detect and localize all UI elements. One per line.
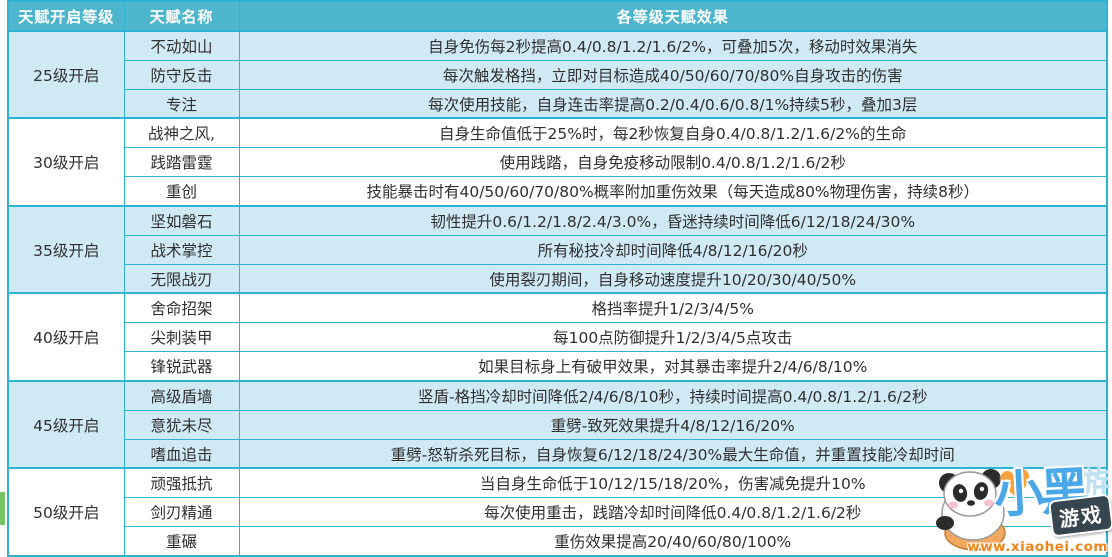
header-effect: 各等级天赋效果 (238, 0, 1108, 32)
table-row: 专注 每次使用技能，自身连击率提高0.2/0.4/0.6/0.8/1%持续5秒，… (8, 88, 1108, 119)
talent-effect-cell: 每次触发格挡，立即对目标造成40/50/60/70/80%自身攻击的伤害 (238, 59, 1108, 90)
header-row: 天赋开启等级 天赋名称 各等级天赋效果 (7, 0, 1108, 32)
talent-effect-cell: 竖盾-格挡冷却时间降低2/4/6/8/10秒，持续时间提高0.4/0.8/1.2… (238, 379, 1108, 411)
talent-effect-cell: 自身生命值低于25%时，每2秒恢复自身0.4/0.8/1.2/1.6/2%的生命 (238, 117, 1108, 149)
talent-name-cell: 无限战刃 (123, 263, 240, 294)
talent-name-cell: 重碾 (123, 526, 240, 557)
talent-effect-cell: 重劈-怒斩杀死目标，自身恢复6/12/18/24/30%最大生命值，并重置技能冷… (238, 438, 1108, 469)
table-row: 30级开启 战神之风, 自身生命值低于25%时，每2秒恢复自身0.4/0.8/1… (7, 117, 1108, 207)
table-row: 重碾 重伤效果提高20/40/60/80/100% (8, 526, 1108, 557)
talent-effect-cell: 每次使用技能，自身连击率提高0.2/0.4/0.6/0.8/1%持续5秒，叠加3… (238, 88, 1108, 119)
talent-name-cell: 战神之风, (123, 117, 240, 149)
table-row: 35级开启 坚如磐石 韧性提升0.6/1.2/1.8/2.4/3.0%，昏迷持续… (7, 204, 1108, 294)
talent-name-cell: 战术掌控 (123, 234, 240, 265)
talent-name-cell: 防守反击 (123, 59, 240, 90)
talent-effect-cell: 使用践踏，自身免疫移动限制0.4/0.8/1.2/1.6/2秒 (238, 147, 1108, 178)
green-row-marker (0, 492, 5, 525)
talent-effect-cell: 自身免伤每2秒提高0.4/0.8/1.2/1.6/2%，可叠加5次，移动时效果消… (238, 29, 1108, 61)
table-row: 锋锐武器 如果目标身上有破甲效果，对其暴击率提升2/4/6/8/10% (8, 351, 1108, 382)
level-cell: 40级开启 (7, 292, 125, 382)
table-row: 40级开启 舍命招架 格挡率提升1/2/3/4/5% (7, 292, 1108, 382)
table-row: 剑刃精通 每次使用重击，践踏冷却时间降低0.4/0.8/1.2/1.6/2秒 (8, 496, 1108, 528)
table-row: 45级开启 高级盾墙 竖盾-格挡冷却时间降低2/4/6/8/10秒，持续时间提高… (7, 379, 1108, 469)
talent-name-cell: 尖刺装甲 (123, 322, 240, 353)
table-row: 50级开启 顽强抵抗 当自身生命低于10/12/15/18/20%，伤害减免提升… (7, 467, 1108, 557)
talent-name-cell: 重创 (123, 176, 240, 207)
talent-effect-cell: 每次使用重击，践踏冷却时间降低0.4/0.8/1.2/1.6/2秒 (238, 496, 1108, 528)
table-row: 重创 技能暴击时有40/50/60/70/80%概率附加重伤效果（每天造成80%… (8, 176, 1108, 207)
talent-name-cell: 舍命招架 (123, 292, 240, 324)
table-row: 意犹未尽 重劈-致死效果提升4/8/12/16/20% (8, 409, 1108, 440)
table-row: 战术掌控 所有秘技冷却时间降低4/8/12/16/20秒 (8, 234, 1108, 265)
talent-name-cell: 嗜血追击 (123, 438, 240, 469)
talent-name-cell: 高级盾墙 (123, 379, 240, 411)
talent-name-cell: 意犹未尽 (123, 409, 240, 440)
level-cell: 25级开启 (7, 29, 125, 119)
talent-effect-cell: 韧性提升0.6/1.2/1.8/2.4/3.0%，昏迷持续时间降低6/12/18… (238, 204, 1108, 236)
level-cell: 35级开启 (7, 204, 125, 294)
talent-name-cell: 顽强抵抗 (123, 467, 240, 499)
table-row: 嗜血追击 重劈-怒斩杀死目标，自身恢复6/12/18/24/30%最大生命值，并… (8, 438, 1108, 469)
talent-name-cell: 践踏雷霆 (123, 147, 240, 178)
table-row: 25级开启 不动如山 自身免伤每2秒提高0.4/0.8/1.2/1.6/2%，可… (7, 29, 1108, 119)
talent-name-cell: 剑刃精通 (123, 496, 240, 528)
talent-name-cell: 坚如磐石 (123, 204, 240, 236)
talent-effect-cell: 技能暴击时有40/50/60/70/80%概率附加重伤效果（每天造成80%物理伤… (238, 176, 1108, 207)
talent-effect-cell: 所有秘技冷却时间降低4/8/12/16/20秒 (238, 234, 1108, 265)
talent-effect-cell: 当自身生命低于10/12/15/18/20%，伤害减免提升10% (238, 467, 1108, 499)
table-row: 无限战刃 使用裂刃期间，自身移动速度提升10/20/30/40/50% (8, 263, 1108, 294)
header-level: 天赋开启等级 (7, 0, 125, 32)
talent-effect-cell: 使用裂刃期间，自身移动速度提升10/20/30/40/50% (238, 263, 1108, 294)
header-name: 天赋名称 (123, 0, 240, 32)
talent-effect-cell: 格挡率提升1/2/3/4/5% (238, 292, 1108, 324)
talent-effect-cell: 重劈-致死效果提升4/8/12/16/20% (238, 409, 1108, 440)
level-cell: 45级开启 (7, 379, 125, 469)
talent-name-cell: 专注 (123, 88, 240, 119)
level-cell: 50级开启 (7, 467, 125, 557)
level-cell: 30级开启 (7, 117, 125, 207)
talent-table: 天赋开启等级 天赋名称 各等级天赋效果 25级开启 不动如山 自身免伤每2秒提高… (7, 0, 1108, 557)
table-row: 防守反击 每次触发格挡，立即对目标造成40/50/60/70/80%自身攻击的伤… (8, 59, 1108, 90)
talent-effect-cell: 如果目标身上有破甲效果，对其暴击率提升2/4/6/8/10% (238, 351, 1108, 382)
talent-name-cell: 不动如山 (123, 29, 240, 61)
talent-name-cell: 锋锐武器 (123, 351, 240, 382)
table-row: 践踏雷霆 使用践踏，自身免疫移动限制0.4/0.8/1.2/1.6/2秒 (8, 147, 1108, 178)
talent-effect-cell: 每100点防御提升1/2/3/4/5点攻击 (238, 322, 1108, 353)
talent-effect-cell: 重伤效果提高20/40/60/80/100% (238, 526, 1108, 557)
table-row: 尖刺装甲 每100点防御提升1/2/3/4/5点攻击 (8, 322, 1108, 353)
